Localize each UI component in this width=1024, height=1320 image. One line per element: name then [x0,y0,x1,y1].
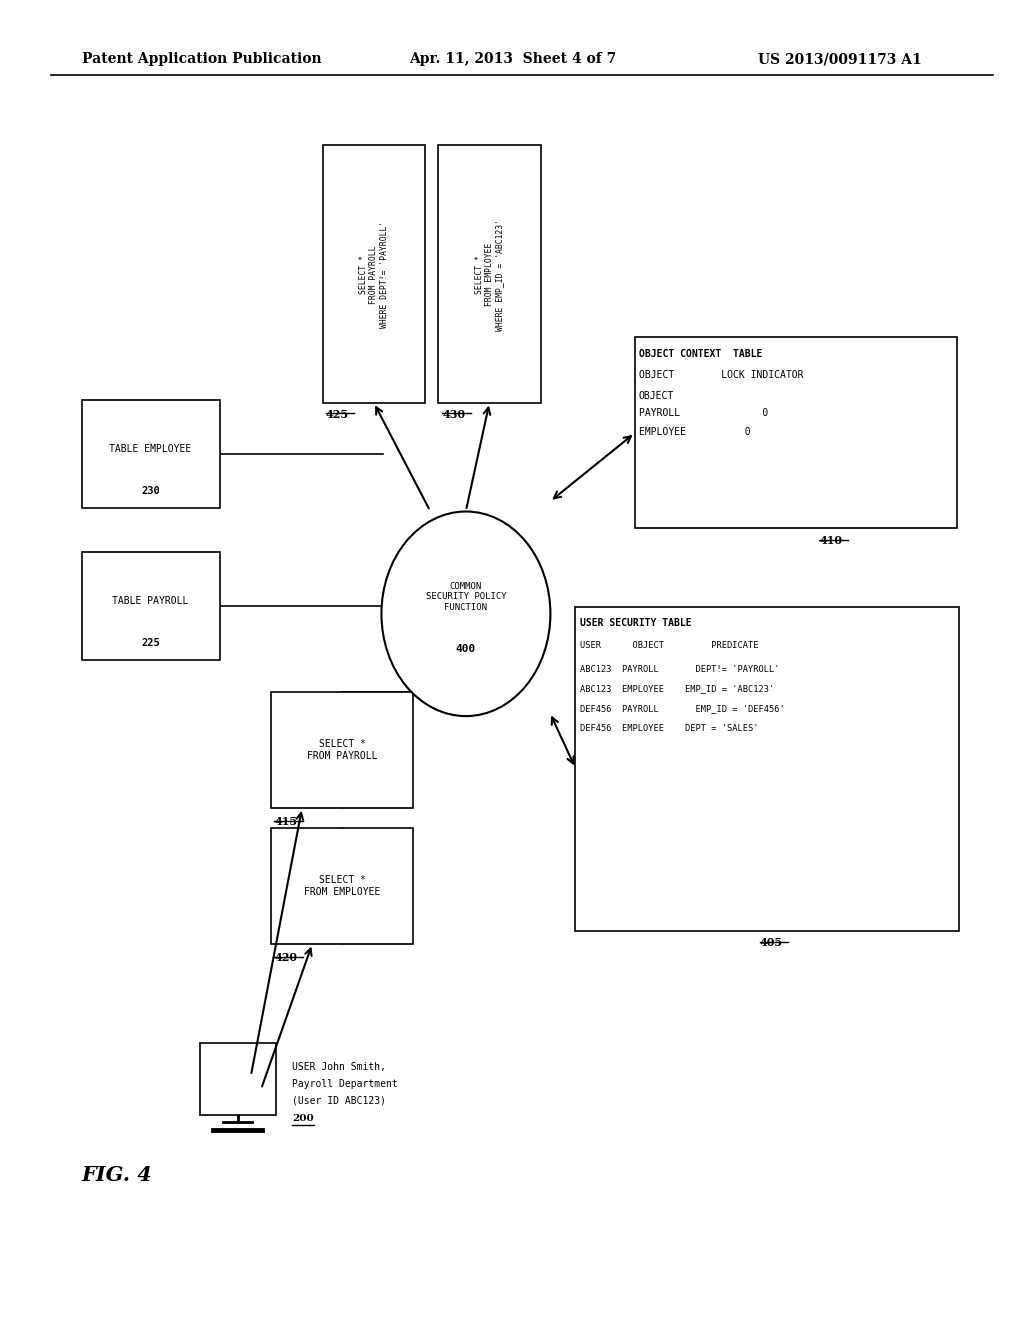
Text: 430: 430 [442,409,466,420]
Text: OBJECT        LOCK INDICATOR: OBJECT LOCK INDICATOR [639,370,804,380]
Text: Apr. 11, 2013  Sheet 4 of 7: Apr. 11, 2013 Sheet 4 of 7 [410,53,616,66]
Text: OBJECT CONTEXT  TABLE: OBJECT CONTEXT TABLE [639,348,762,359]
Text: PAYROLL              0: PAYROLL 0 [639,408,768,418]
Text: 225: 225 [141,638,160,648]
Text: COMMON
SECURITY POLICY
FUNCTION: COMMON SECURITY POLICY FUNCTION [426,582,506,611]
Text: TABLE PAYROLL: TABLE PAYROLL [113,595,188,606]
Text: TABLE EMPLOYEE: TABLE EMPLOYEE [110,444,191,454]
FancyBboxPatch shape [575,607,959,931]
Text: ABC123  PAYROLL       DEPT!= 'PAYROLL': ABC123 PAYROLL DEPT!= 'PAYROLL' [580,665,779,673]
Text: 400: 400 [456,644,476,655]
Text: Payroll Department: Payroll Department [292,1078,397,1089]
FancyBboxPatch shape [438,145,541,403]
FancyBboxPatch shape [271,692,413,808]
Text: FIG. 4: FIG. 4 [82,1164,153,1185]
FancyBboxPatch shape [635,337,957,528]
Text: USER      OBJECT         PREDICATE: USER OBJECT PREDICATE [580,642,758,649]
Text: SELECT *
FROM PAYROLL: SELECT * FROM PAYROLL [307,739,377,760]
Text: Patent Application Publication: Patent Application Publication [82,53,322,66]
Text: (User ID ABC123): (User ID ABC123) [292,1096,386,1106]
Text: SELECT *
FROM PAYROLL
WHERE DEPT!= 'PAYROLL': SELECT * FROM PAYROLL WHERE DEPT!= 'PAYR… [358,220,389,329]
Text: 230: 230 [141,486,160,496]
Text: OBJECT: OBJECT [639,391,674,401]
Text: US 2013/0091173 A1: US 2013/0091173 A1 [758,53,922,66]
Text: 200: 200 [292,1114,313,1122]
Text: DEF456  PAYROLL       EMP_ID = 'DEF456': DEF456 PAYROLL EMP_ID = 'DEF456' [580,705,784,713]
FancyBboxPatch shape [200,1043,276,1115]
Text: USER SECURITY TABLE: USER SECURITY TABLE [580,618,691,628]
FancyBboxPatch shape [323,145,425,403]
Text: 420: 420 [274,952,297,962]
Text: SELECT *
FROM EMPLOYEE
WHERE EMP_ID = 'ABC123': SELECT * FROM EMPLOYEE WHERE EMP_ID = 'A… [474,219,505,330]
FancyBboxPatch shape [82,400,220,508]
Text: DEF456  EMPLOYEE    DEPT = 'SALES': DEF456 EMPLOYEE DEPT = 'SALES' [580,725,758,733]
Text: USER John Smith,: USER John Smith, [292,1061,386,1072]
Ellipse shape [381,511,551,715]
Text: 405: 405 [760,937,783,948]
FancyBboxPatch shape [271,828,413,944]
Text: 410: 410 [819,535,842,545]
Text: EMPLOYEE          0: EMPLOYEE 0 [639,426,751,437]
Text: 425: 425 [326,409,349,420]
Text: ABC123  EMPLOYEE    EMP_ID = 'ABC123': ABC123 EMPLOYEE EMP_ID = 'ABC123' [580,685,774,693]
Text: 415: 415 [274,816,298,826]
Text: SELECT *
FROM EMPLOYEE: SELECT * FROM EMPLOYEE [304,875,380,896]
FancyBboxPatch shape [82,552,220,660]
